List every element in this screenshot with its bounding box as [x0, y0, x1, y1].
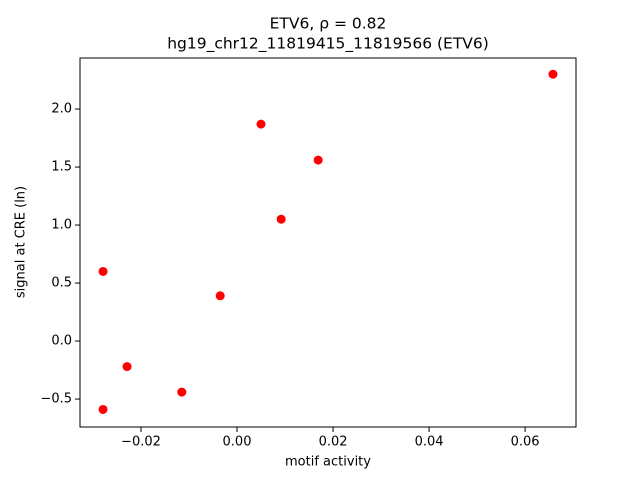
point: [215, 291, 225, 301]
y-tick-label: −0.5: [40, 392, 72, 407]
y-tick-label: 0.0: [51, 334, 72, 349]
plot-frame: [79, 57, 577, 428]
point: [177, 387, 187, 397]
point: [98, 404, 108, 414]
x-tick-label: −0.02: [121, 435, 161, 450]
y-tick-label: 1.0: [51, 218, 72, 233]
chart-title: ETV6, ρ = 0.82: [270, 15, 387, 33]
chart-subtitle: hg19_chr12_11819415_11819566 (ETV6): [167, 35, 489, 54]
point: [313, 155, 323, 165]
point: [122, 362, 132, 372]
x-tick-label: 0.00: [223, 435, 252, 450]
y-tick-label: 1.5: [51, 160, 72, 175]
x-tick-label: 0.06: [511, 435, 540, 450]
point: [548, 69, 558, 79]
y-tick-label: 2.0: [51, 102, 72, 117]
point: [256, 119, 266, 129]
point: [98, 266, 108, 276]
x-axis-label: motif activity: [285, 455, 371, 470]
x-tick-label: 0.04: [415, 435, 444, 450]
x-tick-label: 0.02: [319, 435, 348, 450]
point: [276, 214, 286, 224]
y-axis-label: signal at CRE (ln): [14, 186, 29, 298]
y-tick-label: 0.5: [51, 276, 72, 291]
